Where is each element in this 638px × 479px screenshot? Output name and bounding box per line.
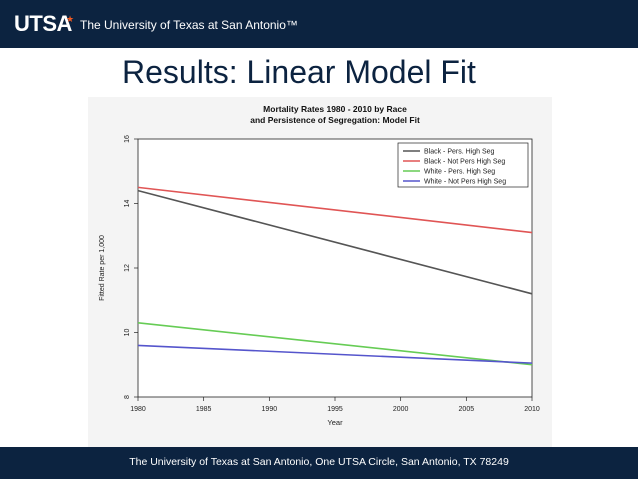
- x-tick-label: 1980: [130, 406, 146, 413]
- x-tick-label: 2010: [524, 406, 540, 413]
- y-tick-label: 16: [124, 135, 131, 143]
- series-line-2: [137, 186, 533, 234]
- y-axis-label: Fitted Rate per 1,000: [99, 235, 106, 301]
- y-tick-label: 12: [124, 264, 131, 272]
- legend-label-4: White - Not Pers High Seg: [424, 179, 506, 186]
- x-tick-label: 1985: [196, 406, 212, 413]
- series-line-4: [137, 344, 533, 364]
- x-tick-label: 1990: [262, 406, 278, 413]
- series-line-1: [137, 189, 533, 295]
- footer-address: The University of Texas at San Antonio, …: [129, 456, 509, 468]
- chart-panel: Mortality Rates 1980 - 2010 by Race and P…: [88, 97, 552, 447]
- x-tick-label: 2000: [393, 406, 409, 413]
- star-icon: ★: [66, 14, 75, 24]
- x-tick-label: 2005: [459, 406, 475, 413]
- header-bar: UTSA ★ The University of Texas at San An…: [0, 0, 638, 48]
- footer-bar: The University of Texas at San Antonio, …: [0, 447, 638, 479]
- y-tick-label: 8: [124, 395, 131, 399]
- x-tick-label: 1995: [327, 406, 343, 413]
- chart-title: Mortality Rates 1980 - 2010 by Race: [263, 104, 407, 114]
- legend-label-2: Black - Not Pers High Seg: [424, 159, 505, 166]
- y-tick-label: 10: [124, 329, 131, 337]
- series-line-3: [137, 322, 533, 366]
- legend-label-3: White - Pers. High Seg: [424, 169, 495, 176]
- slide-title: Results: Linear Model Fit: [122, 54, 476, 90]
- utsa-logo: UTSA: [14, 11, 72, 36]
- university-name: The University of Texas at San Antonio™: [80, 18, 298, 32]
- chart-subtitle: and Persistence of Segregation: Model Fi…: [250, 115, 420, 125]
- x-axis-label: Year: [327, 418, 343, 427]
- legend-label-1: Black - Pers. High Seg: [424, 149, 495, 156]
- y-tick-label: 14: [124, 200, 131, 208]
